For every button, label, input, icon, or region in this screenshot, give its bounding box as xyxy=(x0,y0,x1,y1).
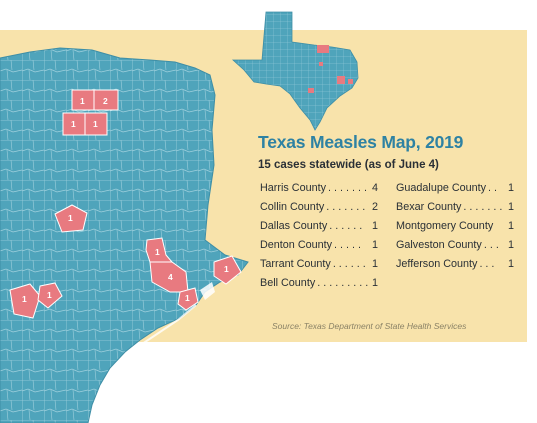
source-note: Source: Texas Department of State Health… xyxy=(272,321,467,331)
leader-dots: . . . . . . xyxy=(332,258,366,270)
inset-dfw-highlight xyxy=(317,45,329,53)
case-count: 1 xyxy=(507,182,514,194)
legend-panel: Texas Measles Map, 2019 15 cases statewi… xyxy=(258,132,528,289)
county-name: Tarrant County xyxy=(260,258,331,270)
leader-dots: . . . xyxy=(479,258,495,270)
county-name: Bell County xyxy=(260,277,316,289)
case-count: 1 xyxy=(371,239,378,251)
leader-dots: . . . . . . . xyxy=(463,201,503,213)
leader-dots: . . . . . . xyxy=(329,220,363,232)
dallas-county xyxy=(84,112,108,136)
county-row: Denton County. . . . . 1 xyxy=(260,239,378,258)
case-count: 2 xyxy=(371,201,378,213)
county-row: Harris County. . . . . . . 4 xyxy=(260,182,378,201)
county-row: Bell County. . . . . . . . .1 xyxy=(260,277,378,296)
county-row: Collin County. . . . . . . 2 xyxy=(260,201,378,220)
leader-dots: . . xyxy=(488,182,498,194)
leader-dots: . . . . . . . . . xyxy=(317,277,369,289)
inset-jefferson-highlight xyxy=(348,79,353,84)
county-row: Galveston County. . . 1 xyxy=(396,239,514,258)
bexar-count-label: 1 xyxy=(22,294,27,304)
county-name: Guadalupe County xyxy=(396,182,487,194)
case-count: 1 xyxy=(371,277,378,289)
county-row: Guadalupe County. . 1 xyxy=(396,182,514,201)
county-name: Jefferson County xyxy=(396,258,478,270)
county-name: Harris County xyxy=(260,182,326,194)
leader-dots: . . . . . xyxy=(334,239,362,251)
case-count: 1 xyxy=(507,258,514,270)
collin-count-label: 2 xyxy=(103,96,108,106)
county-name: Montgomery County xyxy=(396,220,494,232)
county-list-right: Guadalupe County. . 1 Bexar County. . . . … xyxy=(396,182,514,277)
leader-dots: . . . xyxy=(483,239,499,251)
case-count: 1 xyxy=(507,201,514,213)
inset-san-antonio-highlight xyxy=(308,88,314,93)
dallas-count-label: 1 xyxy=(93,119,98,129)
galveston-count-label: 1 xyxy=(185,293,190,303)
jefferson-count-label: 1 xyxy=(224,264,229,274)
county-row: Tarrant County. . . . . . 1 xyxy=(260,258,378,277)
texas-inset-map xyxy=(231,11,359,131)
texas-main-map xyxy=(0,47,249,423)
county-row: Jefferson County. . . 1 xyxy=(396,258,514,277)
county-name: Collin County xyxy=(260,201,325,213)
leader-dots: . . . . . . . xyxy=(328,182,367,194)
county-name: Dallas County xyxy=(260,220,328,232)
county-name: Bexar County xyxy=(396,201,462,213)
harris-count-label: 4 xyxy=(168,272,173,282)
county-row: Montgomery County 1 xyxy=(396,220,514,239)
case-count: 1 xyxy=(371,220,378,232)
jefferson-county xyxy=(213,255,242,285)
case-count: 1 xyxy=(371,258,378,270)
county-name: Galveston County xyxy=(396,239,482,251)
tarrant-count-label: 1 xyxy=(71,119,76,129)
case-count: 4 xyxy=(371,182,378,194)
inset-houston-highlight xyxy=(337,76,345,84)
denton-count-label: 1 xyxy=(80,96,85,106)
leader-dots: . . . . . . . xyxy=(326,201,366,213)
guadalupe-count-label: 1 xyxy=(47,290,52,300)
guadalupe-county xyxy=(37,282,63,309)
map-title: Texas Measles Map, 2019 xyxy=(258,132,464,152)
county-row: Dallas County. . . . . . 1 xyxy=(260,220,378,239)
galveston-bay xyxy=(200,282,215,300)
bell-count-label: 1 xyxy=(68,213,73,223)
county-list-left: Harris County. . . . . . . 4 Collin County… xyxy=(260,182,378,296)
case-count: 1 xyxy=(507,220,514,232)
galveston-county xyxy=(177,287,199,311)
inset-bell-highlight xyxy=(319,62,323,66)
bexar-county xyxy=(9,283,41,319)
collin-county xyxy=(93,89,119,111)
coastline-islands xyxy=(125,304,197,359)
county-row: Bexar County. . . . . . . 1 xyxy=(396,201,514,220)
montgomery-count-label: 1 xyxy=(155,247,160,257)
bell-county xyxy=(54,204,88,233)
county-name: Denton County xyxy=(260,239,333,251)
map-subtitle: 15 cases statewide (as of June 4) xyxy=(258,159,439,171)
case-count: 1 xyxy=(507,239,514,251)
